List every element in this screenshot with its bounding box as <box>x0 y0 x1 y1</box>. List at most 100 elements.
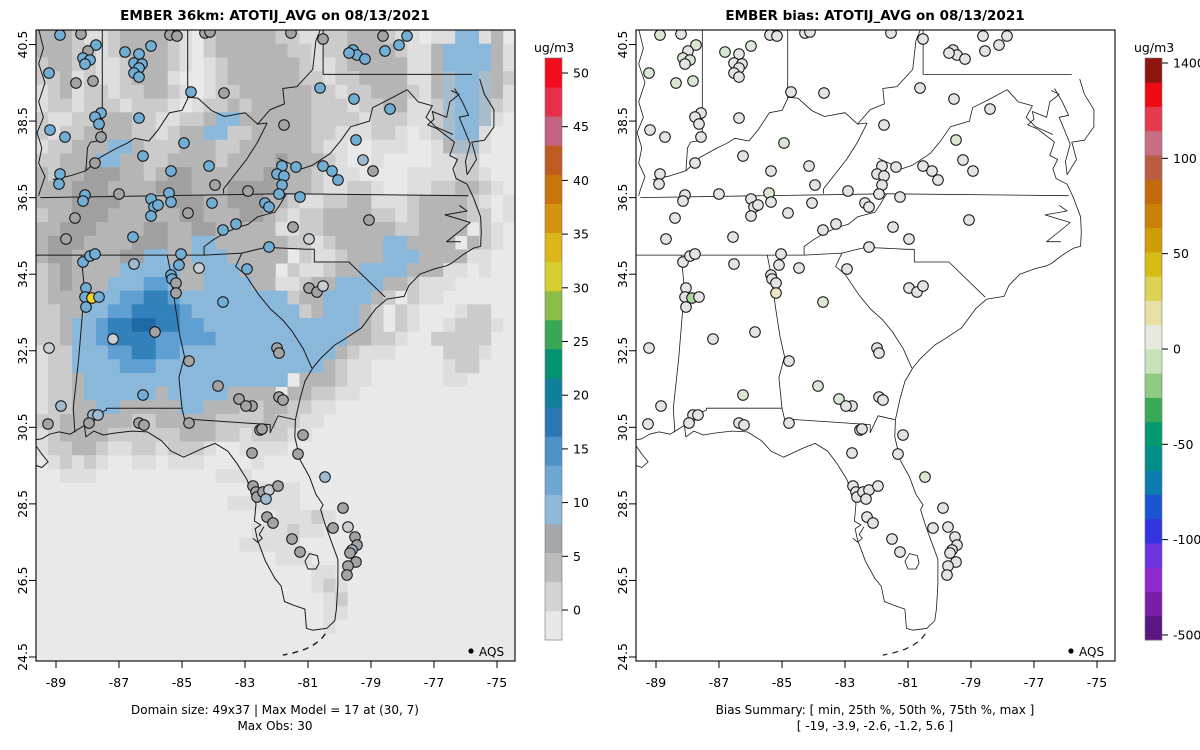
obs-site-dot <box>294 191 306 203</box>
obs-site-dot <box>193 262 205 274</box>
obs-site-dot <box>783 355 795 367</box>
x-tick-label: -81 <box>298 675 318 690</box>
colorbar-tick-label: 30 <box>573 280 589 295</box>
colorbar-segment <box>1145 397 1162 423</box>
y-tick-label: 26.5 <box>15 567 30 595</box>
obs-site-dot <box>217 224 229 236</box>
obs-site-dot <box>344 547 356 559</box>
obs-site-dot <box>133 112 145 124</box>
obs-site-dot <box>145 210 157 222</box>
obs-site-dot <box>178 137 190 149</box>
obs-site-dot <box>175 248 187 260</box>
colorbar-tick-label: -50 <box>1173 437 1193 452</box>
obs-site-dot <box>644 124 656 136</box>
colorbar-segment <box>1145 106 1162 132</box>
colorbar-tick-label: 50 <box>1173 246 1189 261</box>
obs-site-dot <box>149 326 161 338</box>
right-panel-title: EMBER bias: ATOTIJ_AVG on 08/13/2021 <box>725 8 1024 24</box>
obs-site-dot <box>863 241 875 253</box>
obs-site-dot <box>692 409 704 421</box>
obs-site-dot <box>693 291 705 303</box>
obs-site-dot <box>765 165 777 177</box>
obs-site-dot <box>752 199 764 211</box>
colorbar-tick-label: -500 <box>1173 627 1200 642</box>
right-caption-bias-values: [ -19, -3.9, -2.6, -1.2, 5.6 ] <box>797 719 953 733</box>
border-il-in <box>85 30 103 171</box>
obs-site-dot <box>278 119 290 131</box>
x-tick-label: -87 <box>109 675 129 690</box>
left-caption-domain: Domain size: 49x37 | Max Model = 17 at (… <box>131 703 419 717</box>
obs-site-dot <box>785 86 797 98</box>
obs-site-dot <box>203 160 215 172</box>
colorbar-segment <box>1145 130 1162 156</box>
obs-site-dot <box>209 179 221 191</box>
border-tampa-bay <box>852 526 865 543</box>
obs-site-dot <box>218 87 230 99</box>
x-tick-label: -79 <box>961 675 981 690</box>
border-ga-sc <box>235 252 313 369</box>
y-tick-label: 24.5 <box>15 643 30 671</box>
obs-dots <box>42 30 413 581</box>
border-wv-oh-river <box>257 30 321 125</box>
obs-site-dot <box>384 103 396 115</box>
obs-site-dot <box>267 517 279 529</box>
border-chesapeake-west <box>427 90 468 185</box>
border-wv-oh-river <box>857 30 921 125</box>
border-ky-va <box>223 122 268 194</box>
obs-site-dot <box>840 400 852 412</box>
obs-site-dot <box>263 241 275 253</box>
colorbar-segment <box>545 349 562 379</box>
obs-site-dot <box>273 347 285 359</box>
y-tick-label: 40.5 <box>615 31 630 59</box>
obs-site-dot <box>171 30 183 42</box>
obs-site-dot <box>292 448 304 460</box>
y-tick-label: 28.5 <box>615 490 630 518</box>
obs-site-dot <box>290 161 302 173</box>
obs-site-dot <box>863 201 875 213</box>
obs-site-dot <box>263 201 275 213</box>
border-gulf-atlantic-coast <box>36 183 482 631</box>
obs-site-dot <box>297 429 309 441</box>
border-lake-okeechobee <box>904 553 920 570</box>
border-fl-north <box>699 407 895 434</box>
obs-site-dot <box>737 389 749 401</box>
obs-site-dot <box>145 40 157 52</box>
obs-site-dot <box>775 248 787 260</box>
x-tick-label: -77 <box>1024 675 1044 690</box>
obs-site-dot <box>43 67 55 79</box>
obs-site-dot <box>357 154 369 166</box>
colorbar-frame <box>544 57 563 641</box>
border-nc-sounds <box>1044 204 1071 243</box>
colorbar-tick-label: 0 <box>573 603 581 618</box>
obs-site-dot <box>659 131 671 143</box>
obs-site-dot <box>942 521 954 533</box>
obs-site-dot <box>809 179 821 191</box>
x-tick-label: -75 <box>1087 675 1107 690</box>
left-caption-maxobs: Max Obs: 30 <box>237 719 312 733</box>
obs-site-dot <box>737 150 749 162</box>
colorbar-segment <box>545 290 562 321</box>
left-aqs-legend-dot <box>468 648 474 654</box>
obs-site-dot <box>327 522 339 534</box>
obs-site-dot <box>326 165 338 177</box>
model-raster <box>36 30 515 634</box>
obs-site-dot <box>183 417 195 429</box>
obs-site-dot <box>272 480 284 492</box>
obs-site-dot <box>107 333 119 345</box>
obs-site-dot <box>818 87 830 99</box>
obs-site-dot <box>680 301 692 313</box>
y-tick-label: 36.5 <box>15 184 30 212</box>
colorbar-segment <box>1145 58 1162 83</box>
obs-site-dot <box>765 196 777 208</box>
obs-site-dot <box>152 199 164 211</box>
obs-site-dot <box>363 214 375 226</box>
obs-site-dot <box>80 301 92 313</box>
obs-site-dot <box>317 160 329 172</box>
colorbar-segment <box>1145 494 1162 520</box>
border-mississippi-river <box>636 30 646 196</box>
state-borders <box>636 30 1095 656</box>
obs-site-dot <box>138 419 150 431</box>
y-tick-label: 36.5 <box>615 184 630 212</box>
colorbar-segment <box>1145 252 1162 277</box>
obs-site-dot <box>79 58 91 70</box>
